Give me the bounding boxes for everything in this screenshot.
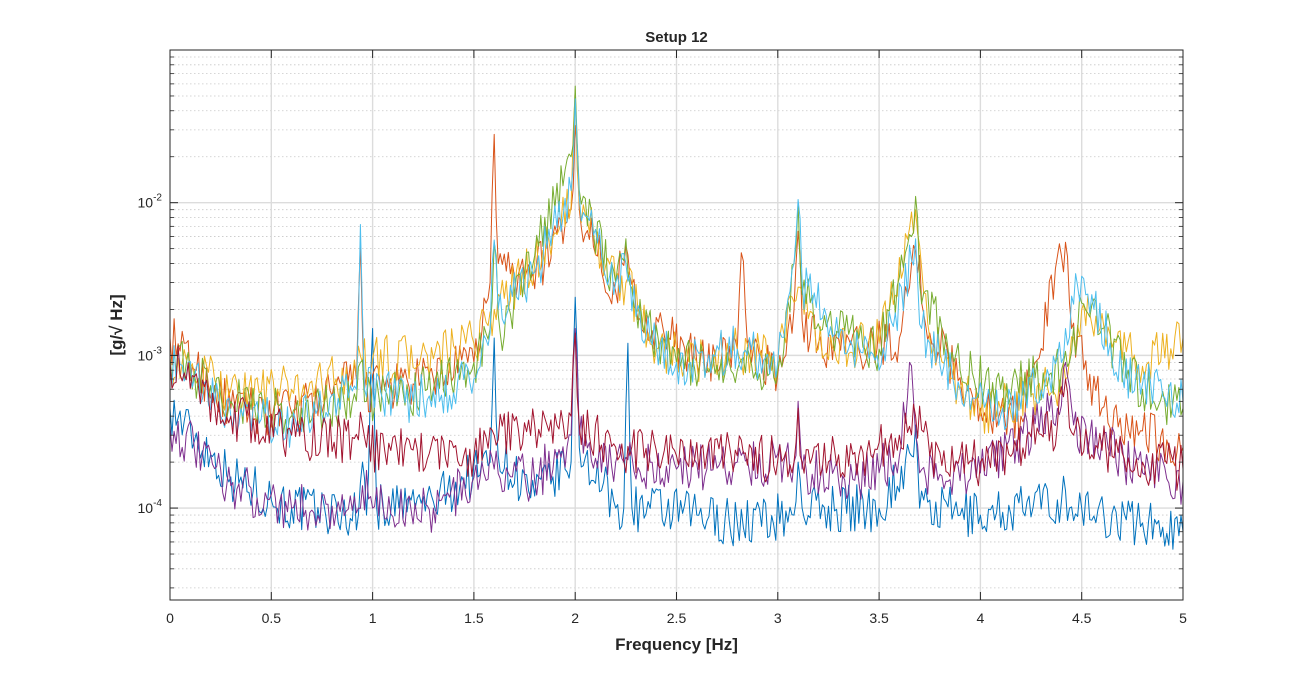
x-tick-label: 0 [166,610,174,626]
y-tick-labels: 10-4 10-3 10-2 [138,193,163,516]
series-line-6 [170,98,1183,448]
y-tick-label: 10-3 [138,345,163,363]
y-tick-label: 10-2 [138,193,163,211]
series-layer [170,85,1183,550]
tick-marks [169,50,1184,600]
x-tick-label: 0.5 [262,610,282,626]
series-line-2 [170,125,1183,467]
x-tick-label: 2.5 [667,610,687,626]
x-tick-label: 5 [1179,610,1187,626]
series-line-1 [170,296,1183,550]
x-tick-label: 3.5 [869,610,889,626]
series-line-3 [170,89,1183,434]
series-line-7 [170,332,1183,491]
x-tick-label: 1 [369,610,377,626]
x-tick-label: 3 [774,610,782,626]
x-tick-label: 2 [571,610,579,626]
x-tick-label: 4 [977,610,985,626]
x-tick-labels: 0 0.5 1 1.5 2 2.5 3 3.5 4 4.5 5 [166,610,1187,626]
y-axis-title: [g/√ Hz] [107,294,126,355]
chart-title: Setup 12 [645,29,708,46]
series-line-4 [170,328,1183,533]
x-axis-title: Frequency [Hz] [615,635,738,654]
y-tick-label: 10-4 [138,498,163,516]
x-tick-label: 1.5 [464,610,484,626]
x-tick-label: 4.5 [1072,610,1092,626]
